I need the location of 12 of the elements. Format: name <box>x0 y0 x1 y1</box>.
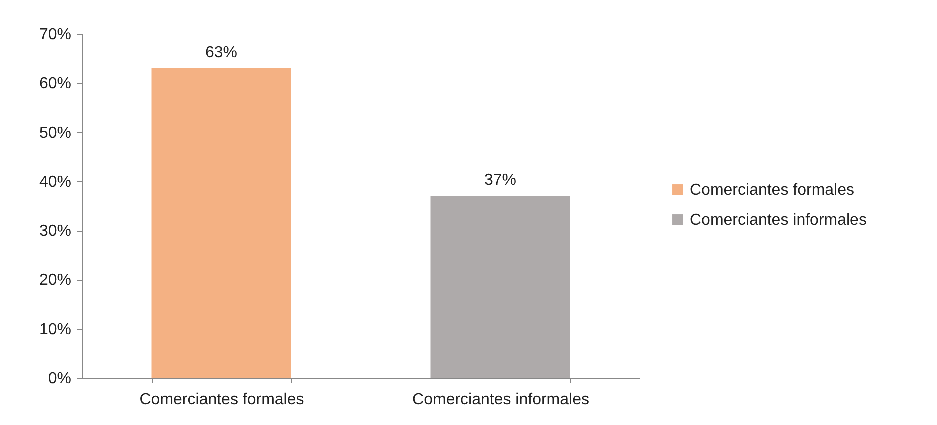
y-tick-label: 10% <box>39 321 72 338</box>
y-tick-label: 0% <box>48 370 72 388</box>
legend-label: Comerciantes formales <box>690 182 854 199</box>
y-tick-label: 70% <box>39 26 72 44</box>
data-label: 37% <box>484 172 517 190</box>
y-tick-label: 40% <box>39 174 72 191</box>
data-label: 63% <box>205 44 238 62</box>
y-tick-label: 30% <box>39 223 72 240</box>
y-tick-label: 20% <box>39 272 72 290</box>
y-tick-label: 60% <box>39 76 72 93</box>
legend-label: Comerciantes informales <box>690 212 867 229</box>
y-tick-label: 50% <box>39 124 72 142</box>
